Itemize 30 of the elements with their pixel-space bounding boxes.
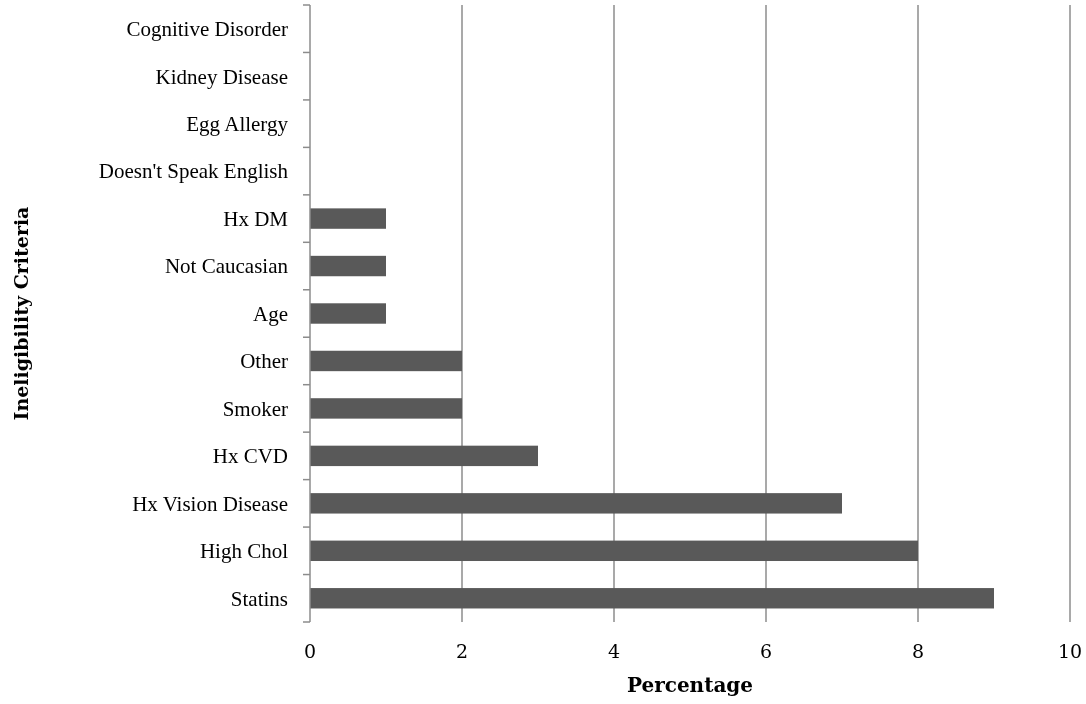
bar <box>310 445 538 467</box>
y-tick-label: Kidney Disease <box>155 64 288 89</box>
x-tick-label: 4 <box>607 640 621 662</box>
x-tick-label: 2 <box>455 640 469 662</box>
bar <box>310 303 386 324</box>
x-tick-label: 8 <box>911 640 925 662</box>
y-tick-label: Smoker <box>222 396 289 421</box>
x-axis-title: Percentage <box>626 673 754 697</box>
y-tick-label: Hx Vision Disease <box>132 491 288 516</box>
bar <box>310 350 462 372</box>
bar <box>310 588 994 609</box>
y-tick-label: Cognitive Disorder <box>126 17 288 42</box>
y-tick-label: Other <box>240 349 288 374</box>
bar <box>310 255 386 277</box>
y-tick-label: High Chol <box>199 539 289 564</box>
bar <box>310 208 386 229</box>
bar <box>310 493 842 514</box>
y-tick-label: Egg Allergy <box>186 112 289 136</box>
x-tick-label: 10 <box>1057 640 1083 662</box>
x-tick-label: 6 <box>759 640 773 662</box>
y-axis-title: Ineligibility Criteria <box>10 206 32 421</box>
y-tick-label: Age <box>253 301 288 326</box>
y-tick-label: Not Caucasian <box>164 254 289 279</box>
bar <box>310 540 918 562</box>
y-tick-label: Statins <box>230 586 288 611</box>
y-tick-label: Doesn't Speak English <box>98 159 289 184</box>
y-tick-label: Hx DM <box>223 206 289 231</box>
bar <box>310 398 462 419</box>
x-tick-label: 0 <box>303 640 317 662</box>
y-tick-label: Hx CVD <box>212 444 288 469</box>
